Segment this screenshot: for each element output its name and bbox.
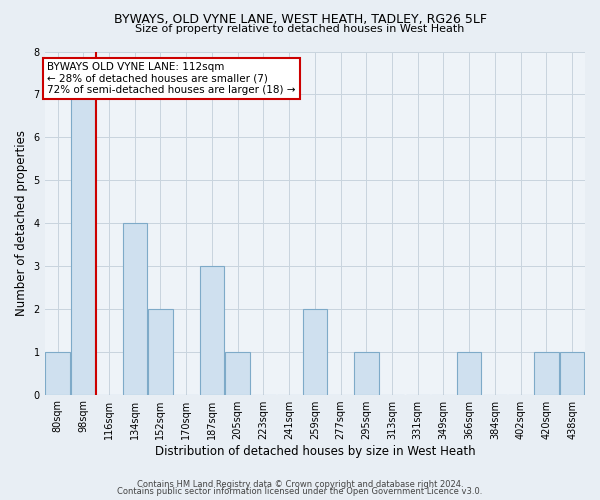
Bar xyxy=(71,94,95,395)
Text: Contains HM Land Registry data © Crown copyright and database right 2024.: Contains HM Land Registry data © Crown c… xyxy=(137,480,463,489)
Bar xyxy=(534,352,559,395)
Text: BYWAYS, OLD VYNE LANE, WEST HEATH, TADLEY, RG26 5LF: BYWAYS, OLD VYNE LANE, WEST HEATH, TADLE… xyxy=(113,12,487,26)
Bar xyxy=(122,223,147,394)
Bar xyxy=(226,352,250,395)
Text: Contains public sector information licensed under the Open Government Licence v3: Contains public sector information licen… xyxy=(118,488,482,496)
Bar xyxy=(457,352,481,395)
Bar xyxy=(46,352,70,395)
Bar xyxy=(302,309,327,394)
Text: BYWAYS OLD VYNE LANE: 112sqm
← 28% of detached houses are smaller (7)
72% of sem: BYWAYS OLD VYNE LANE: 112sqm ← 28% of de… xyxy=(47,62,296,95)
Bar xyxy=(148,309,173,394)
Bar xyxy=(560,352,584,395)
Text: Size of property relative to detached houses in West Heath: Size of property relative to detached ho… xyxy=(136,24,464,34)
Bar xyxy=(200,266,224,394)
Bar xyxy=(354,352,379,395)
X-axis label: Distribution of detached houses by size in West Heath: Distribution of detached houses by size … xyxy=(155,444,475,458)
Y-axis label: Number of detached properties: Number of detached properties xyxy=(15,130,28,316)
